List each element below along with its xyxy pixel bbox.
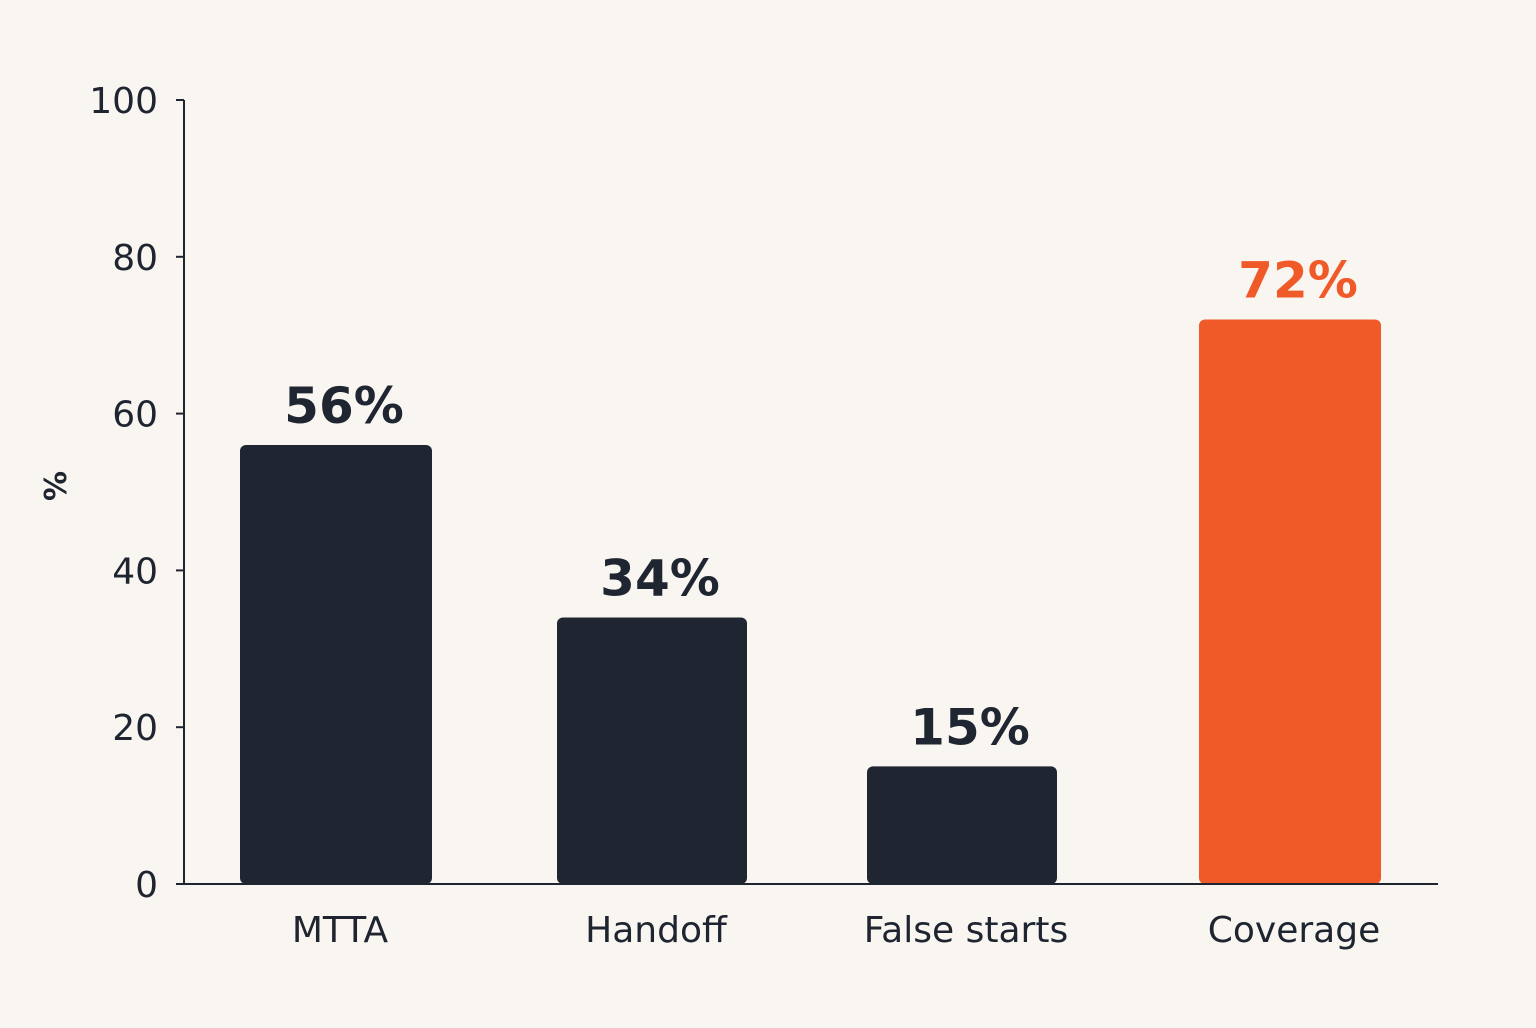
y-tick-label: 80 (112, 238, 158, 279)
data-label: 72% (1238, 252, 1358, 310)
bar-handoff (557, 617, 747, 884)
y-tick-label: 0 (135, 865, 158, 906)
data-label: 34% (600, 549, 720, 607)
y-axis-label: % (39, 471, 74, 501)
bars-group (240, 319, 1381, 884)
x-category-label: Coverage (1208, 910, 1380, 951)
y-axis-ticks: 0 20 40 60 80 100 (89, 81, 184, 906)
x-category-label: Handoff (585, 910, 728, 951)
bar-mtta (240, 444, 432, 884)
y-tick-label: 100 (89, 81, 158, 122)
x-category-label: MTTA (292, 910, 389, 951)
y-tick-label: 60 (112, 395, 158, 436)
data-label: 15% (910, 698, 1030, 756)
bar-coverage (1199, 319, 1381, 884)
data-labels-group: 56% 34% 15% 72% (284, 252, 1358, 757)
bar-false-starts (867, 766, 1057, 884)
y-tick-label: 40 (112, 551, 158, 592)
category-labels-group: MTTA Handoff False starts Coverage (292, 910, 1380, 951)
y-tick-label: 20 (112, 708, 158, 749)
data-label: 56% (284, 377, 404, 435)
x-category-label: False starts (864, 910, 1068, 951)
